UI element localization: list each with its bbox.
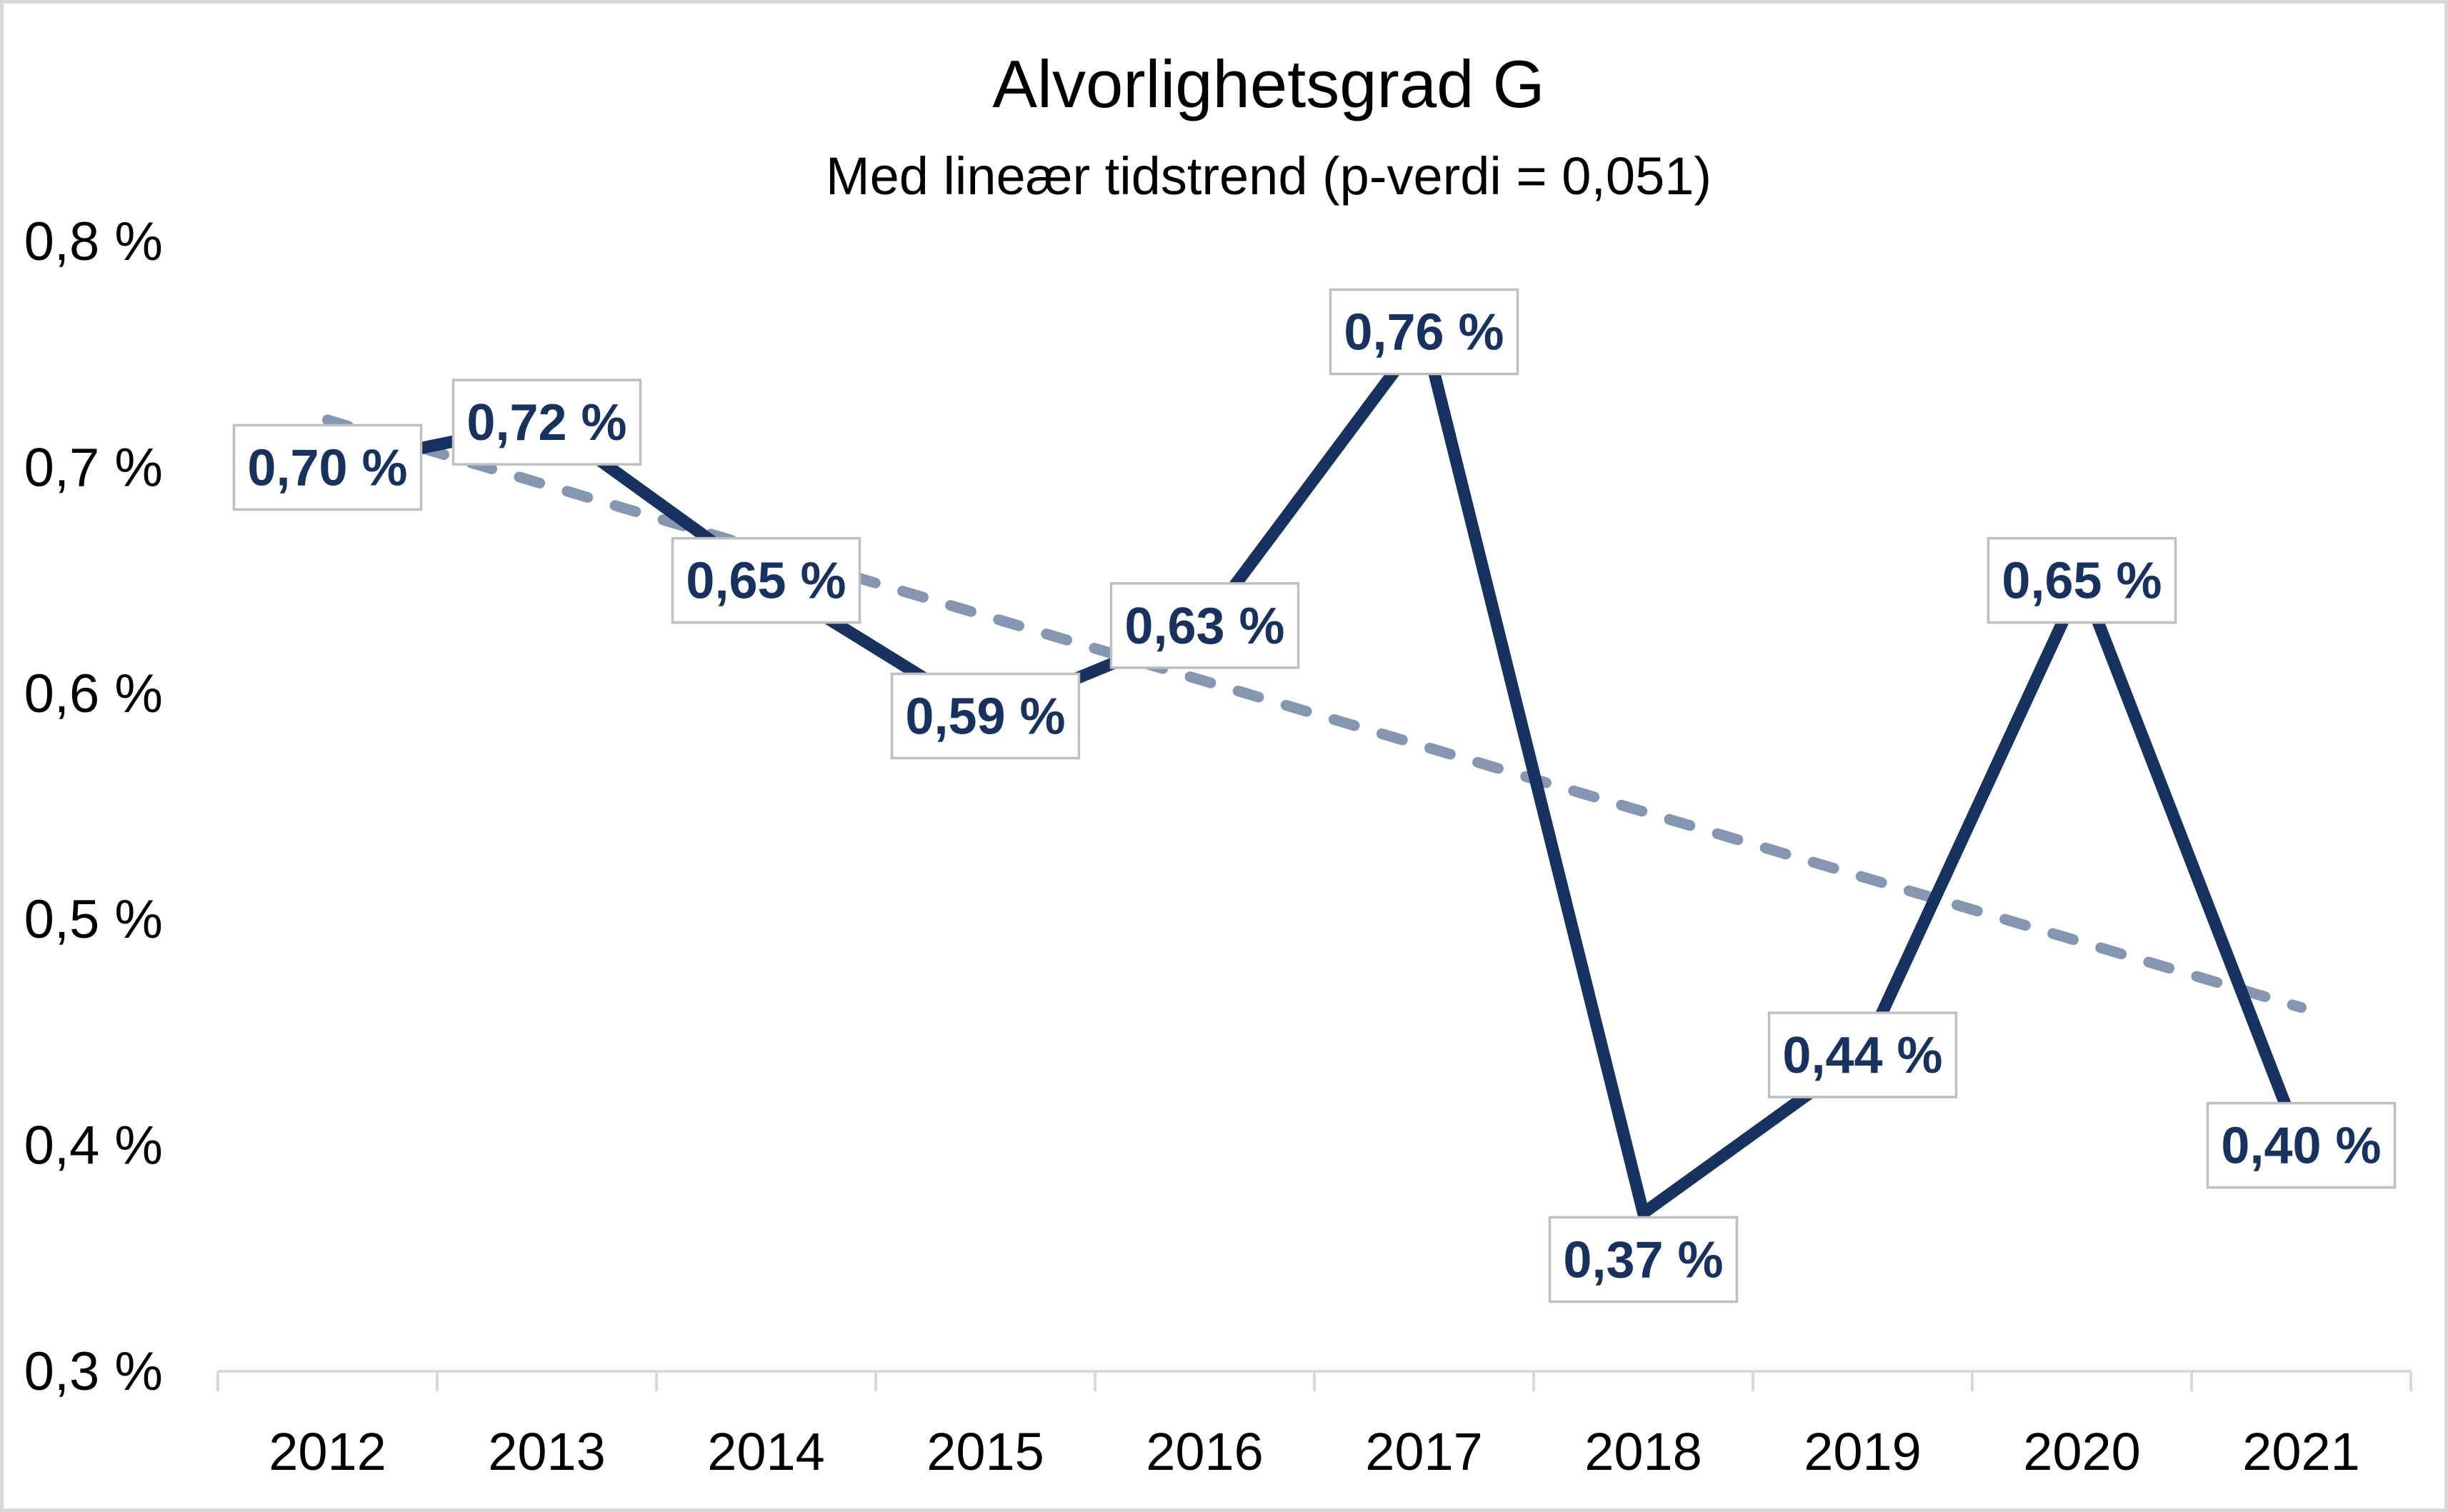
data-label-box <box>671 536 861 624</box>
data-label-value: 0,76 % <box>1344 304 1504 361</box>
series-line <box>321 326 2307 1220</box>
chart-subtitle: Med lineær tidstrend (p-verdi = 0,051) <box>826 146 1712 206</box>
x-axis-label: 2014 <box>707 1422 825 1481</box>
x-axis-label: 2012 <box>269 1422 386 1481</box>
data-label-value: 0,37 % <box>1563 1232 1723 1289</box>
y-axis-label: 0,5 % <box>24 889 163 950</box>
data-label: 0,70 % <box>232 424 423 511</box>
x-axis-label: 2016 <box>1146 1422 1264 1481</box>
data-label-box <box>1329 288 1519 376</box>
x-axis-label: 2013 <box>488 1422 606 1481</box>
data-label-value: 0,65 % <box>686 553 846 610</box>
x-axis-label: 2019 <box>1804 1422 1922 1481</box>
data-label: 0,65 % <box>1987 536 2177 624</box>
data-label: 0,37 % <box>1548 1216 1739 1303</box>
data-label: 0,65 % <box>671 536 861 624</box>
data-label: 0,59 % <box>890 672 1081 760</box>
data-labels-layer: 0,70 % 0,72 % 0,65 % 0,59 % 0,63 % 0,76 % 0,37… <box>232 288 2397 1303</box>
y-axis-label: 0,6 % <box>24 664 163 724</box>
data-label-box <box>451 379 642 466</box>
trendline-layer <box>322 414 2307 1013</box>
y-axis-label: 0,3 % <box>24 1341 163 1402</box>
data-label-box <box>1767 1011 1958 1098</box>
x-axis-label: 2015 <box>926 1422 1044 1481</box>
data-label-box <box>232 424 423 511</box>
x-axis-label: 2017 <box>1365 1422 1483 1481</box>
series-layer <box>321 326 2307 1220</box>
data-label-box <box>890 672 1081 760</box>
data-label: 0,44 % <box>1767 1011 1958 1098</box>
y-axis-label: 0,8 % <box>24 211 163 272</box>
data-label-value: 0,70 % <box>247 439 407 496</box>
data-label-box <box>2206 1101 2397 1189</box>
trend-line <box>322 414 2307 1013</box>
y-axis-label: 0,4 % <box>24 1116 163 1176</box>
data-label-box <box>1109 582 1300 669</box>
y-axis-label: 0,7 % <box>24 437 163 498</box>
data-label-value: 0,63 % <box>1124 598 1284 655</box>
data-label-value: 0,44 % <box>1782 1027 1942 1084</box>
data-label: 0,72 % <box>451 379 642 466</box>
x-axis-label: 2018 <box>1584 1422 1702 1481</box>
x-axis-label: 2020 <box>2023 1422 2141 1481</box>
data-label: 0,76 % <box>1329 288 1519 376</box>
data-label: 0,63 % <box>1109 582 1300 669</box>
data-label-value: 0,65 % <box>2002 553 2162 610</box>
chart-title: Alvorlighetsgrad G <box>992 46 1544 121</box>
data-label-box <box>1987 536 2177 624</box>
data-label: 0,40 % <box>2206 1101 2397 1189</box>
data-label-value: 0,40 % <box>2221 1118 2381 1175</box>
data-label-value: 0,59 % <box>905 688 1065 745</box>
data-label-box <box>1548 1216 1739 1303</box>
x-axis-label: 2021 <box>2242 1422 2360 1481</box>
axis-layer: 0,8 % 0,7 % 0,6 % 0,5 % 0,4 % 0,3 % 2012 2013 20… <box>24 211 2412 1481</box>
data-label-value: 0,72 % <box>466 394 626 451</box>
